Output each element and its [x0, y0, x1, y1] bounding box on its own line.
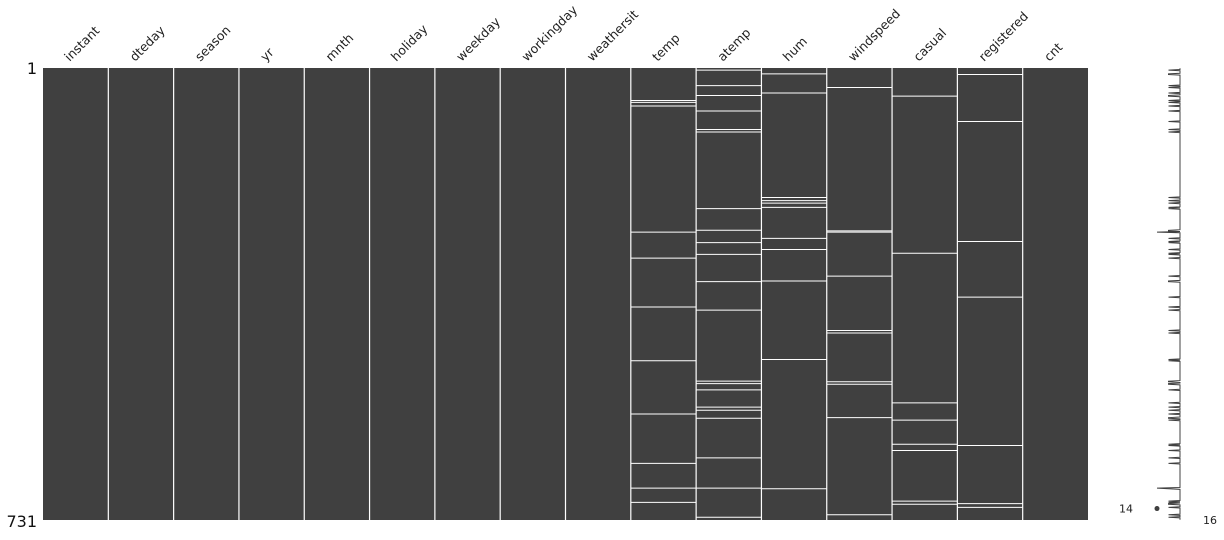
column-label-temp: temp — [649, 30, 683, 64]
column-block-temp — [630, 68, 697, 520]
column-block-season — [173, 68, 239, 520]
column-label-hum: hum — [780, 34, 810, 64]
sparkline-max-label: 16 — [1203, 514, 1217, 527]
column-block-registered — [957, 68, 1023, 520]
column-block-casual — [892, 68, 958, 520]
sparkline-min-marker — [1154, 506, 1160, 512]
column-block-yr — [238, 68, 305, 520]
column-separators — [107, 68, 1024, 520]
column-labels: instant dteday season yr mnth holiday weekday w… — [61, 2, 1065, 64]
column-label-registered: registered — [976, 9, 1032, 65]
column-label-cnt: cnt — [1041, 40, 1066, 65]
sparkline-min-label: 14 — [1119, 503, 1133, 516]
column-block-cnt — [1022, 68, 1088, 520]
sparkline: 14 16 — [1119, 68, 1217, 527]
column-block-mnth — [304, 68, 370, 520]
column-label-dteday: dteday — [126, 22, 168, 64]
column-block-weekday — [434, 68, 501, 520]
y-tick-label-last: 731 — [6, 512, 37, 531]
column-block-atemp — [696, 68, 762, 520]
column-block-weathersit — [565, 68, 631, 520]
columns-layer — [43, 68, 1088, 520]
column-block-hum — [761, 68, 827, 520]
column-block-holiday — [369, 68, 435, 520]
column-label-season: season — [192, 22, 234, 64]
column-label-instant: instant — [61, 23, 102, 64]
column-label-weekday: weekday — [453, 14, 504, 65]
column-block-workingday — [500, 68, 566, 520]
missing-lines-layer — [630, 69, 1023, 518]
column-label-weathersit: weathersit — [584, 7, 641, 64]
column-label-mnth: mnth — [322, 30, 356, 64]
column-label-atemp: atemp — [714, 25, 753, 64]
column-label-yr: yr — [257, 44, 277, 64]
y-tick-label-first: 1 — [27, 59, 37, 78]
sparkline-path — [1156, 68, 1181, 520]
column-block-instant — [43, 68, 109, 520]
column-block-dteday — [108, 68, 174, 520]
column-label-holiday: holiday — [388, 21, 431, 64]
column-block-windspeed — [826, 68, 893, 520]
column-label-workingday: workingday — [518, 2, 580, 64]
column-label-casual: casual — [910, 25, 949, 64]
column-label-windspeed: windspeed — [845, 6, 903, 64]
